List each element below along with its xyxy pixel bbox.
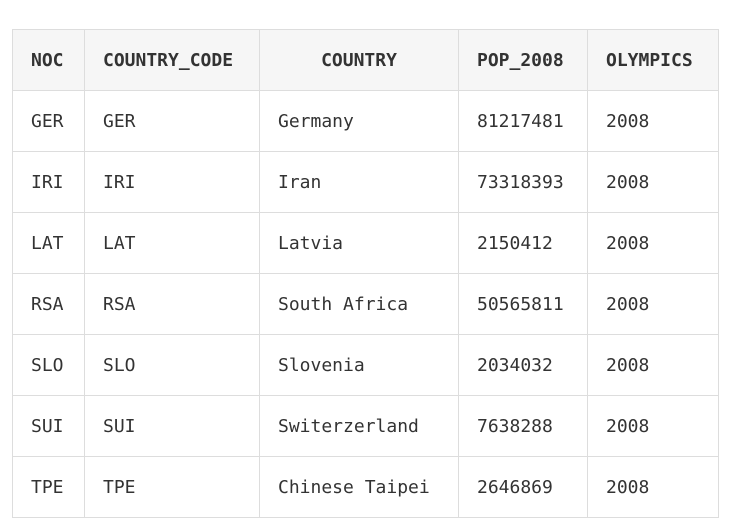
- cell-country: Slovenia: [259, 334, 459, 396]
- cell-noc: SLO: [12, 334, 85, 396]
- cell-country: Chinese Taipei: [259, 456, 459, 518]
- cell-olympics: 2008: [587, 456, 719, 518]
- cell-country: Iran: [259, 151, 459, 213]
- cell-country: Latvia: [259, 212, 459, 274]
- cell-pop-2008: 81217481: [458, 90, 588, 152]
- header-row: NOC COUNTRY_CODE COUNTRY POP_2008 OLYMPI…: [12, 29, 719, 91]
- cell-country-code: GER: [84, 90, 260, 152]
- cell-country: Germany: [259, 90, 459, 152]
- cell-country-code: SUI: [84, 395, 260, 457]
- cell-noc: TPE: [12, 456, 85, 518]
- table-row: SLO SLO Slovenia 2034032 2008: [12, 334, 719, 396]
- table-row: LAT LAT Latvia 2150412 2008: [12, 212, 719, 274]
- results-table: NOC COUNTRY_CODE COUNTRY POP_2008 OLYMPI…: [12, 29, 719, 518]
- cell-country-code: TPE: [84, 456, 260, 518]
- cell-noc: SUI: [12, 395, 85, 457]
- column-header-olympics: OLYMPICS: [587, 29, 719, 91]
- cell-pop-2008: 50565811: [458, 273, 588, 335]
- table-row: TPE TPE Chinese Taipei 2646869 2008: [12, 456, 719, 518]
- column-header-country-code: COUNTRY_CODE: [84, 29, 260, 91]
- cell-pop-2008: 7638288: [458, 395, 588, 457]
- table-row: RSA RSA South Africa 50565811 2008: [12, 273, 719, 335]
- cell-noc: GER: [12, 90, 85, 152]
- cell-olympics: 2008: [587, 334, 719, 396]
- cell-pop-2008: 2646869: [458, 456, 588, 518]
- cell-noc: LAT: [12, 212, 85, 274]
- cell-noc: IRI: [12, 151, 85, 213]
- table-row: GER GER Germany 81217481 2008: [12, 90, 719, 152]
- column-header-pop-2008: POP_2008: [458, 29, 588, 91]
- table-row: SUI SUI Switerzerland 7638288 2008: [12, 395, 719, 457]
- table-row: IRI IRI Iran 73318393 2008: [12, 151, 719, 213]
- cell-olympics: 2008: [587, 90, 719, 152]
- cell-pop-2008: 2034032: [458, 334, 588, 396]
- cell-pop-2008: 2150412: [458, 212, 588, 274]
- cell-noc: RSA: [12, 273, 85, 335]
- cell-olympics: 2008: [587, 395, 719, 457]
- cell-country-code: IRI: [84, 151, 260, 213]
- results-table-container: NOC COUNTRY_CODE COUNTRY POP_2008 OLYMPI…: [12, 29, 719, 518]
- cell-country-code: LAT: [84, 212, 260, 274]
- table-body: GER GER Germany 81217481 2008 IRI IRI Ir…: [12, 90, 719, 518]
- column-header-noc: NOC: [12, 29, 85, 91]
- cell-country-code: SLO: [84, 334, 260, 396]
- cell-olympics: 2008: [587, 212, 719, 274]
- column-header-country: COUNTRY: [259, 29, 459, 91]
- table-header: NOC COUNTRY_CODE COUNTRY POP_2008 OLYMPI…: [12, 29, 719, 91]
- cell-country-code: RSA: [84, 273, 260, 335]
- cell-pop-2008: 73318393: [458, 151, 588, 213]
- cell-country: South Africa: [259, 273, 459, 335]
- cell-olympics: 2008: [587, 273, 719, 335]
- cell-country: Switerzerland: [259, 395, 459, 457]
- cell-olympics: 2008: [587, 151, 719, 213]
